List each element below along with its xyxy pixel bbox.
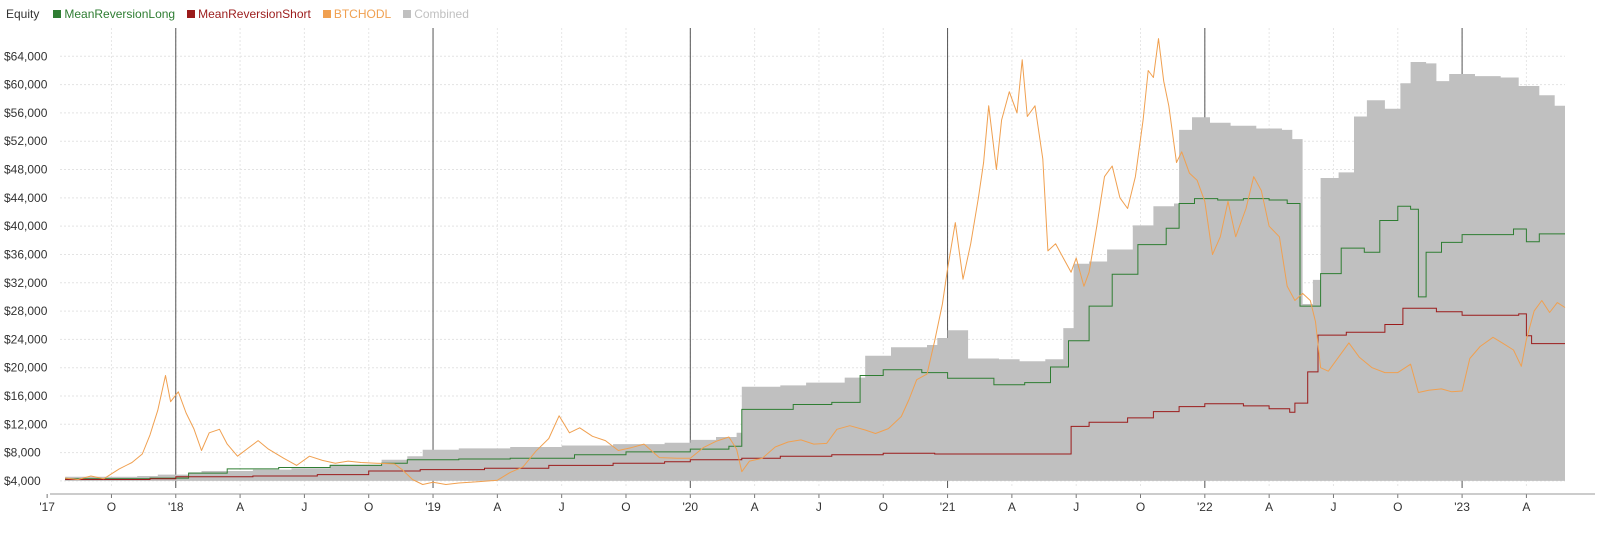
x-tick-label: O	[621, 500, 630, 514]
y-tick-label: $32,000	[4, 276, 48, 290]
x-tick-label: A	[1522, 500, 1530, 514]
legend-label: MeanReversionLong	[64, 7, 176, 21]
y-tick-label: $56,000	[4, 106, 48, 120]
x-tick-label: J	[559, 500, 565, 514]
series-line-mean-reversion-short	[65, 307, 1565, 480]
legend-item-mean-reversion-short[interactable]: MeanReversionShort	[187, 7, 311, 21]
legend-swatch	[53, 10, 62, 18]
y-tick-label: $12,000	[4, 417, 48, 431]
x-tick-label: '17	[39, 500, 55, 514]
x-tick-label: O	[1393, 500, 1402, 514]
y-tick-label: $24,000	[4, 332, 48, 346]
y-tick-label: $44,000	[4, 191, 48, 205]
series-line-mean-reversion-long	[65, 198, 1565, 480]
series-area-combined	[65, 62, 1566, 481]
y-tick-label: $40,000	[4, 219, 48, 233]
x-tick-label: O	[364, 500, 373, 514]
x-tick-label: A	[236, 500, 244, 514]
x-tick-label: J	[1330, 500, 1336, 514]
x-tick-label: J	[816, 500, 822, 514]
axes: $4,000 $8,000 $12,000 $16,000 $20,000 $24,000…	[4, 49, 1595, 514]
y-tick-label: $60,000	[4, 78, 48, 92]
x-tick-label: '18	[168, 500, 184, 514]
x-tick-label: A	[493, 500, 501, 514]
legend-item-combined[interactable]: Combined	[403, 7, 469, 21]
x-tick-label: O	[107, 500, 116, 514]
y-tick-label: $52,000	[4, 134, 48, 148]
x-tick-label: O	[1136, 500, 1145, 514]
y-tick-label: $20,000	[4, 361, 48, 375]
series-layer	[65, 38, 1566, 485]
legend-title: Equity	[6, 7, 40, 21]
x-tick-label: O	[879, 500, 888, 514]
y-tick-label: $36,000	[4, 247, 48, 261]
legend-swatch	[322, 10, 331, 18]
x-tick-label: A	[1265, 500, 1273, 514]
legend-item-btchodl[interactable]: BTCHODL	[322, 7, 392, 21]
legend-item-mean-reversion-long[interactable]: MeanReversionLong	[53, 7, 175, 21]
x-tick-label: '23	[1454, 500, 1470, 514]
x-tick-label: J	[301, 500, 307, 514]
y-tick-label: $64,000	[4, 49, 48, 63]
legend-swatch	[187, 10, 196, 18]
x-tick-label: J	[1073, 500, 1079, 514]
chart-legend: Equity MeanReversionLong MeanReversionSh…	[6, 4, 481, 24]
x-tick-label: A	[1008, 500, 1016, 514]
y-tick-label: $4,000	[4, 474, 41, 488]
x-tick-label: A	[751, 500, 759, 514]
y-tick-label: $48,000	[4, 163, 48, 177]
y-tick-label: $8,000	[4, 446, 41, 460]
x-tick-label: '20	[682, 500, 698, 514]
legend-label: BTCHODL	[333, 7, 392, 21]
legend-label: MeanReversionShort	[198, 7, 311, 21]
y-tick-label: $28,000	[4, 304, 48, 318]
legend-swatch	[403, 10, 412, 18]
x-tick-label: '21	[940, 500, 956, 514]
y-tick-label: $16,000	[4, 389, 48, 403]
x-tick-label: '19	[425, 500, 441, 514]
x-tick-label: '22	[1197, 500, 1213, 514]
series-line-btchodl	[65, 38, 1566, 485]
legend-label: Combined	[414, 7, 469, 21]
